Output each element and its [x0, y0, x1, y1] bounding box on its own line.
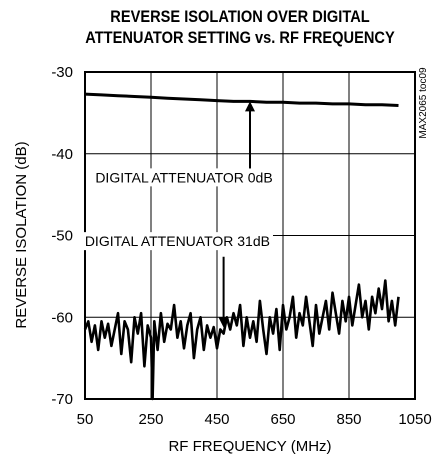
series-line-31db	[83, 279, 400, 401]
tick-labels: 50 250 450 650 850 1050 -30 -40 -50 -60 -70	[51, 64, 431, 428]
y-tick-label: -70	[51, 391, 73, 408]
x-tick-label: 850	[336, 411, 361, 428]
side-label: MAX2065 toc09	[418, 67, 429, 139]
annotation-label-background	[81, 232, 273, 251]
x-tick-label: 1050	[398, 411, 431, 428]
annotation-label: DIGITAL ATTENUATOR 31dB	[85, 233, 270, 249]
chart-title-line-2: ATTENUATOR SETTING vs. RF FREQUENCY	[85, 28, 395, 47]
x-tick-label: 650	[270, 411, 295, 428]
chart-title: REVERSE ISOLATION OVER DIGITAL ATTENUATO…	[68, 6, 412, 48]
annotation-label: DIGITAL ATTENUATOR 0dB	[95, 169, 272, 185]
annotations: DIGITAL ATTENUATOR 0dB DIGITAL ATTENUATOR…	[81, 101, 276, 328]
series-line-0db	[84, 92, 399, 107]
series-layer	[83, 92, 400, 401]
annotation-arrowhead	[218, 317, 229, 328]
x-axis-label: RF FREQUENCY (MHz)	[168, 438, 331, 455]
y-tick-label: -30	[51, 64, 73, 81]
y-tick-label: -40	[51, 146, 73, 163]
x-tick-label: 50	[77, 411, 94, 428]
y-tick-label: -60	[51, 309, 73, 326]
x-tick-label: 450	[204, 411, 229, 428]
y-axis-label: REVERSE ISOLATION (dB)	[13, 141, 30, 328]
annotation-arrowhead	[245, 101, 255, 112]
annotation-label-background	[92, 168, 276, 187]
y-tick-label: -50	[51, 228, 73, 245]
chart-title-line-1: REVERSE ISOLATION OVER DIGITAL	[110, 7, 370, 26]
x-tick-label: 250	[138, 411, 163, 428]
